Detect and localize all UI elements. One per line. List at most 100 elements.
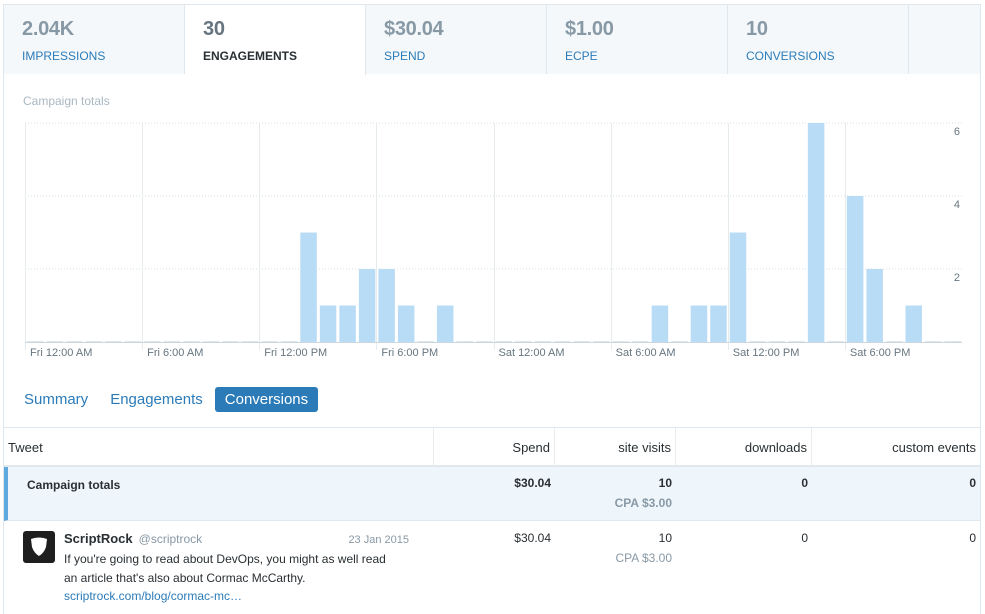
row-site-visits-value: 10 — [658, 531, 672, 545]
chart-bar-empty — [417, 341, 434, 342]
x-tick-label: Sat 12:00 AM — [499, 347, 565, 359]
tweet-text-line: an article that's also about Cormac McCa… — [64, 571, 306, 585]
chart-bar-empty — [788, 341, 805, 342]
row-site-visits: 10 CPA $3.00 — [555, 521, 676, 611]
metric-label: IMPRESSIONS — [22, 49, 106, 63]
column-header-custom-events[interactable]: custom events — [892, 439, 976, 455]
x-tick-label: Fri 12:00 PM — [264, 347, 327, 359]
chart-bar-empty — [671, 341, 688, 342]
tweet-header: ScriptRock @scriptrock 23 Jan 2015 — [64, 531, 409, 546]
chart-bar-empty — [222, 341, 239, 342]
totals-downloads-value: 0 — [801, 476, 808, 490]
chart-bar-empty — [515, 341, 532, 342]
tweet-handle[interactable]: @scriptrock — [138, 532, 203, 546]
chart-bar-empty — [456, 341, 473, 342]
x-tick-label: Fri 6:00 PM — [381, 347, 438, 359]
chart-bar-empty — [241, 341, 259, 342]
chart-bar-empty — [280, 341, 298, 342]
chart-bar-empty — [202, 341, 220, 342]
tab-engagements[interactable]: Engagements — [110, 390, 203, 408]
row-cpa: CPA $3.00 — [615, 551, 672, 565]
campaign-dashboard: 2.04K IMPRESSIONS 30 ENGAGEMENTS $30.04 … — [3, 4, 981, 614]
chart-bar-empty — [85, 341, 103, 342]
tab-conversions[interactable]: Conversions — [214, 386, 319, 412]
x-tick-label: Fri 12:00 AM — [30, 347, 92, 359]
chart-bar — [846, 196, 864, 342]
column-header-site-visits[interactable]: site visits — [555, 428, 676, 466]
tweet-date: 23 Jan 2015 — [348, 534, 409, 546]
engagements-chart: Fri 12:00 AM Fri 6:00 AM Fri 12:00 PM Fri 6… — [25, 122, 962, 359]
table-row[interactable]: ScriptRock @scriptrock 23 Jan 2015 If yo… — [4, 521, 980, 611]
row-custom-events: 0 — [969, 531, 976, 545]
totals-downloads: 0 — [676, 467, 812, 520]
chart-bar — [397, 305, 415, 342]
scriptrock-logo-icon — [31, 537, 47, 556]
metric-tab-engagements[interactable]: 30 ENGAGEMENTS — [185, 5, 366, 75]
chart-bar-empty — [105, 341, 122, 342]
metric-tabs: 2.04K IMPRESSIONS 30 ENGAGEMENTS $30.04 … — [4, 5, 980, 75]
totals-label: Campaign totals — [27, 478, 121, 492]
chart-bar-empty — [749, 341, 766, 342]
metric-tabs-filler — [909, 5, 980, 74]
totals-site-visits-value: 10 — [658, 476, 672, 490]
chart-bar — [319, 305, 337, 342]
chart-bar-empty — [885, 341, 903, 342]
conversions-table: Tweet Spend site visits downloads custom… — [4, 427, 980, 611]
tweet-link[interactable]: scriptrock.com/blog/cormac-mc… — [64, 589, 243, 603]
x-tick-label: Sat 6:00 PM — [850, 347, 911, 359]
chart-bar — [339, 305, 356, 342]
chart-bar-empty — [261, 341, 278, 342]
totals-custom-events: 0 — [812, 467, 980, 520]
chart-bar-empty — [46, 341, 64, 342]
chart-bar — [710, 305, 727, 342]
column-header-tweet[interactable]: Tweet — [4, 428, 434, 466]
tweet-text: If you're going to read about DevOps, yo… — [64, 549, 409, 588]
chart-bar-empty — [573, 341, 591, 342]
metric-value: $1.00 — [565, 18, 614, 40]
metric-value: $30.04 — [384, 18, 444, 40]
x-tick-label: Sat 6:00 AM — [616, 347, 676, 359]
totals-custom-events-value: 0 — [969, 476, 976, 490]
metric-tab-impressions[interactable]: 2.04K IMPRESSIONS — [4, 5, 185, 74]
chart-bar-empty — [27, 341, 44, 342]
tweet-text-line: If you're going to read about DevOps, yo… — [64, 552, 386, 566]
chart-bar-empty — [183, 341, 200, 342]
totals-cpa: CPA $3.00 — [614, 496, 672, 510]
column-header-spend[interactable]: Spend — [434, 428, 555, 466]
y-tick-label: 4 — [954, 199, 960, 211]
tweet-body: ScriptRock @scriptrock 23 Jan 2015 If yo… — [64, 531, 409, 611]
y-tick-label: 6 — [954, 126, 960, 138]
chart-bar-empty — [495, 341, 513, 342]
tweet-cell: ScriptRock @scriptrock 23 Jan 2015 If yo… — [4, 521, 434, 611]
chart-bar — [690, 305, 708, 342]
chart-bar-empty — [475, 341, 493, 342]
tweet-author[interactable]: ScriptRock — [64, 531, 133, 546]
metric-tab-conversions[interactable]: 10 CONVERSIONS — [728, 5, 909, 74]
column-header-downloads[interactable]: downloads — [676, 428, 812, 466]
tab-summary[interactable]: Summary — [24, 390, 89, 408]
chart-bar — [866, 269, 883, 342]
x-tick-label: Sat 12:00 PM — [733, 347, 800, 359]
metric-label: SPEND — [384, 49, 426, 63]
chart-bar-empty — [768, 341, 786, 342]
totals-site-visits: 10 CPA $3.00 — [555, 467, 676, 520]
metric-label: ENGAGEMENTS — [203, 49, 298, 63]
campaign-totals-row: Campaign totals $30.04 10 CPA $3.00 0 0 — [4, 467, 980, 521]
metric-label: ECPE — [565, 49, 598, 63]
chart-bar — [358, 269, 376, 342]
row-spend: $30.04 — [514, 531, 551, 545]
metric-tab-ecpe[interactable]: $1.00 ECPE — [547, 5, 728, 74]
metric-tab-spend[interactable]: $30.04 SPEND — [366, 5, 547, 74]
chart-bar-empty — [534, 341, 552, 342]
x-tick-label: Fri 6:00 AM — [147, 347, 203, 359]
chart-bar-empty — [124, 341, 142, 342]
chart-bar-empty — [66, 341, 83, 342]
chart-bar-empty — [593, 341, 610, 342]
chart-bar — [378, 269, 395, 342]
table-header: Tweet Spend site visits downloads custom… — [4, 427, 980, 467]
view-tabs: Summary Engagements Conversions — [14, 385, 320, 413]
chart-bar — [436, 305, 454, 342]
avatar[interactable] — [23, 531, 55, 563]
chart-bar-empty — [944, 341, 961, 342]
row-downloads: 0 — [801, 531, 808, 545]
